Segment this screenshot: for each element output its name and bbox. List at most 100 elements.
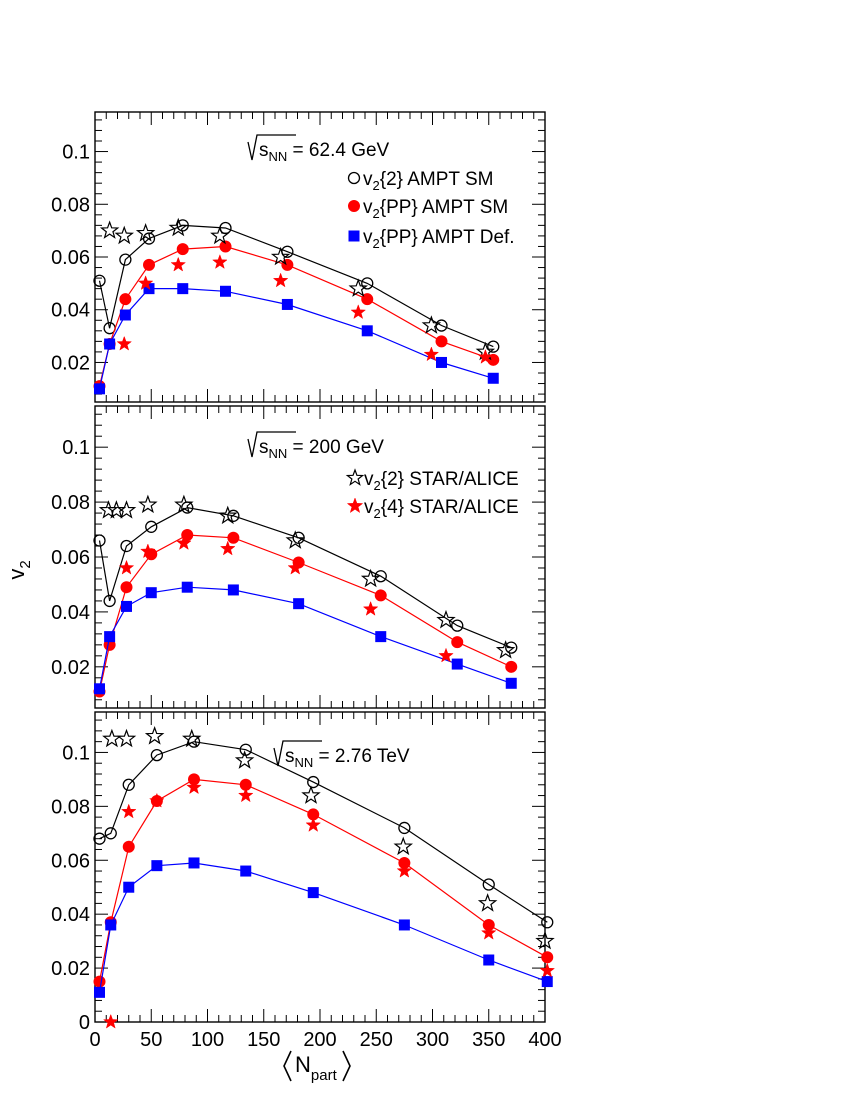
legend-label: v2{PP} AMPT Def. <box>363 227 515 251</box>
legend-top: v2{2} AMPT SM v2{PP} AMPT SM v2{PP} AMPT… <box>347 169 515 251</box>
data-point <box>421 315 442 334</box>
data-point <box>234 750 255 769</box>
data-point <box>237 787 254 803</box>
data-point <box>104 631 116 643</box>
data-point <box>116 500 137 519</box>
x-axis-title-sub: part <box>311 1067 338 1084</box>
data-point <box>535 930 555 950</box>
data-point <box>219 540 236 556</box>
data-point <box>495 640 516 659</box>
data-point <box>210 225 230 245</box>
y-axis: 0 0.02 0.04 0.06 0.08 0.1 <box>51 719 545 1034</box>
energy-label-value: = 200 GeV <box>287 437 384 458</box>
data-point <box>176 243 189 256</box>
data-point <box>99 220 120 239</box>
data-point <box>361 325 373 337</box>
series-filled-square <box>94 857 553 998</box>
legend-item-v2-4-star-alice: v2{4} STAR/ALICE <box>346 497 519 521</box>
open-circle-marker-icon <box>347 171 361 185</box>
legend-label: v2{2} AMPT SM <box>363 169 493 193</box>
y-tick-label: 0.08 <box>51 194 90 216</box>
series-filled-circle <box>93 240 500 393</box>
data-point <box>150 748 164 762</box>
y-tick-label: 0.1 <box>62 742 90 764</box>
data-point <box>293 598 305 610</box>
sqrt-sign <box>273 740 322 767</box>
legend-label-pre: v <box>364 497 374 518</box>
series-line <box>98 245 494 387</box>
legend-label-post: {2} AMPT SM <box>380 169 494 190</box>
open-star-marker-icon <box>345 468 365 486</box>
legend-item-v2-pp-ampt-sm: v2{PP} AMPT SM <box>348 197 508 221</box>
data-point <box>219 240 232 253</box>
data-point <box>451 658 463 670</box>
data-point <box>118 559 135 575</box>
x-tick-label: 50 <box>140 1029 162 1051</box>
legend-label: v2{4} STAR/ALICE <box>364 497 519 521</box>
filled-circle-marker-icon <box>348 200 360 212</box>
data-point <box>227 509 240 522</box>
data-point <box>307 887 319 899</box>
data-point <box>451 636 464 649</box>
data-point <box>94 683 105 695</box>
data-point <box>301 785 321 804</box>
data-point <box>487 372 499 384</box>
legend-item-v2-pp-ampt-def: v2{PP} AMPT Def. <box>348 227 515 251</box>
data-point <box>541 951 554 964</box>
energy-label: sNN = 2.76 TeV <box>285 746 410 770</box>
series-filled-circle <box>93 529 518 698</box>
data-point <box>94 986 105 998</box>
data-point <box>281 258 294 271</box>
data-point <box>104 827 117 840</box>
data-point <box>396 862 413 878</box>
legend-item-v2-2-star-alice: v2{2} STAR/ALICE <box>345 468 519 493</box>
series-line <box>98 224 494 348</box>
data-point <box>374 589 387 602</box>
energy-label-value: = 2.76 TeV <box>313 746 410 767</box>
data-point <box>114 225 135 245</box>
data-point <box>438 647 454 663</box>
x-axis-title-text: Npart <box>295 1052 338 1084</box>
data-point <box>140 543 156 559</box>
x-axis: 0 50 100 150 200 250 300 350 400 <box>89 712 562 1051</box>
series-filled-star <box>102 779 556 1029</box>
data-point <box>272 272 289 288</box>
data-point <box>143 258 155 271</box>
data-point <box>436 609 456 629</box>
data-point <box>119 309 131 321</box>
data-point <box>120 581 133 594</box>
data-point <box>227 584 239 596</box>
data-point <box>361 293 374 306</box>
panels: 0.020.040.060.080.1 sNN = 62.4 GeV0.020.0… <box>51 111 562 1051</box>
data-point <box>435 335 448 348</box>
series-line <box>98 778 548 982</box>
y-tick-label: 0.1 <box>62 437 90 459</box>
x-axis-title-main: N <box>295 1052 311 1077</box>
energy-label: sNN = 62.4 GeV <box>259 140 390 164</box>
x-tick-label: 400 <box>528 1029 561 1051</box>
legend-label-pre: v <box>363 197 373 218</box>
data-point <box>135 223 156 242</box>
data-point <box>423 346 440 362</box>
legend-label-post: {PP} AMPT Def. <box>380 227 515 248</box>
data-point <box>505 641 518 654</box>
data-point <box>145 587 157 599</box>
energy-label-s: s <box>259 437 269 458</box>
series-line <box>98 288 494 389</box>
y-axis-title: v2 <box>4 560 34 579</box>
data-point <box>375 631 387 643</box>
energy-annotation: sNN = 62.4 GeV <box>247 134 390 164</box>
series-open-star <box>102 725 555 950</box>
panel-bottom: 0 0.02 0.04 0.06 0.08 0.1 0 50 100 150 200 250 300 35… <box>51 711 562 1051</box>
y-tick-label: 0.06 <box>51 547 90 569</box>
y-axis-title-main: v <box>4 569 29 580</box>
data-point <box>122 778 135 791</box>
data-point <box>93 975 106 988</box>
y-tick-label: 0.08 <box>51 492 90 514</box>
data-point <box>541 976 553 988</box>
data-point <box>487 340 500 353</box>
data-point <box>287 559 304 575</box>
data-point <box>122 840 135 853</box>
legend-label-sub: 2 <box>373 178 380 193</box>
data-point <box>307 775 320 789</box>
